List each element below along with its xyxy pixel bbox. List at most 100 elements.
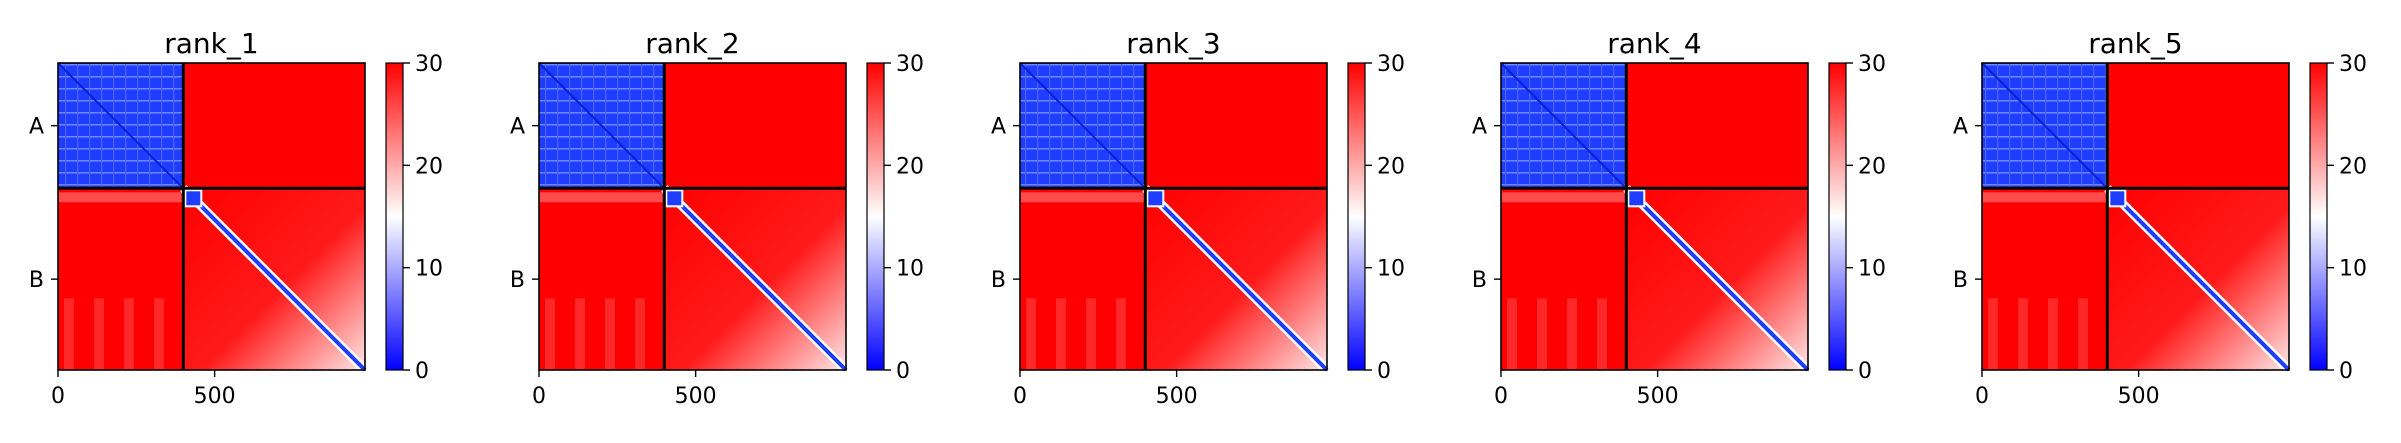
y-tick-label: B <box>29 268 44 293</box>
heatmap-diagonal-A <box>57 62 185 190</box>
axes-frame <box>57 62 366 371</box>
colorbar <box>1828 62 1847 371</box>
heatmap-band <box>1116 298 1126 370</box>
colorbar-tick-label: 30 <box>1858 52 1886 77</box>
x-tick-label: 500 <box>194 384 236 409</box>
colorbar-tick-label: 0 <box>1858 359 1872 384</box>
panel-title: rank_2 <box>645 27 739 60</box>
heatmap-diagonal-start <box>1146 189 1165 208</box>
colorbar-tick-label: 20 <box>1858 154 1886 179</box>
y-tick-label: A <box>510 115 525 140</box>
x-tick-label: 500 <box>675 384 717 409</box>
heatmap-diagonal-start <box>184 189 203 208</box>
heatmap-band <box>2018 298 2028 370</box>
heatmap-band <box>1982 192 2108 203</box>
heatmap-band <box>124 298 134 370</box>
heatmap-band <box>1988 298 1998 370</box>
colorbar <box>385 62 404 371</box>
x-tick-label: 0 <box>1975 384 1989 409</box>
panel-4: rank_4 A B 0 500 0 10 20 30 <box>1472 27 1886 409</box>
heatmap-diagonal-A <box>1500 62 1628 190</box>
colorbar-tick-label: 0 <box>1377 359 1391 384</box>
heatmap-diagonal-start <box>2108 189 2127 208</box>
heatmap-band <box>64 298 74 370</box>
panel-5: rank_5 A B 0 500 0 10 20 30 <box>1953 27 2367 409</box>
y-tick-label: B <box>510 268 525 293</box>
colorbar-tick-label: 0 <box>2339 359 2353 384</box>
panel-2: rank_2 A B 0 500 0 10 20 30 <box>510 27 924 409</box>
heatmap-diagonal-A <box>538 62 666 190</box>
y-tick-label: A <box>1472 115 1487 140</box>
colorbar-tick-label: 20 <box>1377 154 1405 179</box>
panel-title: rank_5 <box>2088 27 2182 60</box>
panel-3: rank_3 A B 0 500 0 10 20 30 <box>991 27 1405 409</box>
colorbar-tick-label: 30 <box>1377 52 1405 77</box>
y-tick-label: A <box>991 115 1006 140</box>
heatmap-band <box>1020 192 1146 203</box>
heatmap-diagonal-start <box>665 189 684 208</box>
colorbar-tick-label: 20 <box>2339 154 2367 179</box>
x-tick-label: 0 <box>532 384 546 409</box>
heatmap-band <box>545 298 555 370</box>
heatmap-band <box>1537 298 1547 370</box>
colorbar-tick-label: 20 <box>896 154 924 179</box>
heatmap-diagonal-B <box>2105 186 2291 372</box>
heatmap-band <box>58 192 184 203</box>
colorbar-tick-label: 0 <box>896 359 910 384</box>
heatmap-diagonal-B <box>1624 186 1810 372</box>
heatmap-band <box>1597 298 1607 370</box>
colorbar-tick-label: 10 <box>1858 257 1886 282</box>
heatmap-band <box>1056 298 1066 370</box>
colorbar-tick-label: 10 <box>896 257 924 282</box>
y-tick-label: A <box>1953 115 1968 140</box>
x-tick-label: 500 <box>1156 384 1198 409</box>
heatmap-band <box>605 298 615 370</box>
panel-title: rank_3 <box>1126 27 1220 60</box>
heatmap-band <box>154 298 164 370</box>
colorbar-tick-label: 30 <box>896 52 924 77</box>
heatmap-band <box>575 298 585 370</box>
colorbar-tick-label: 10 <box>2339 257 2367 282</box>
axes-frame <box>1500 62 1809 371</box>
colorbar-tick-label: 10 <box>1377 257 1405 282</box>
colorbar-tick-label: 0 <box>415 359 429 384</box>
heatmap-band <box>94 298 104 370</box>
heatmap-band <box>539 192 665 203</box>
panel-title: rank_1 <box>164 27 258 60</box>
colorbar-tick-label: 10 <box>415 257 443 282</box>
colorbar-tick-label: 30 <box>2339 52 2367 77</box>
x-tick-label: 500 <box>1637 384 1679 409</box>
heatmap-band <box>1507 298 1517 370</box>
heatmap-diagonal-B <box>662 186 848 372</box>
colorbar-tick-label: 20 <box>415 154 443 179</box>
y-tick-label: B <box>991 268 1006 293</box>
colorbar-tick-label: 30 <box>415 52 443 77</box>
y-tick-label: B <box>1953 268 1968 293</box>
colorbar <box>866 62 885 371</box>
heatmap-band <box>1567 298 1577 370</box>
y-tick-label: A <box>29 115 44 140</box>
heatmap-diagonal-B <box>181 186 367 372</box>
x-tick-label: 0 <box>1013 384 1027 409</box>
x-tick-label: 0 <box>1494 384 1508 409</box>
panel-1: rank_1 A B 0 500 0 10 20 30 <box>29 27 443 409</box>
heatmap-band <box>635 298 645 370</box>
colorbar <box>1347 62 1366 371</box>
colorbar <box>2309 62 2328 371</box>
axes-frame <box>1981 62 2290 371</box>
heatmap-diagonal-A <box>1981 62 2109 190</box>
heatmap-diagonal-A <box>1019 62 1147 190</box>
heatmap-band <box>1026 298 1036 370</box>
heatmap-band <box>1501 192 1627 203</box>
x-tick-label: 0 <box>51 384 65 409</box>
y-tick-label: B <box>1472 268 1487 293</box>
heatmap-band <box>1086 298 1096 370</box>
heatmap-diagonal-start <box>1627 189 1646 208</box>
axes-frame <box>538 62 847 371</box>
heatmap-band <box>2078 298 2088 370</box>
heatmap-band <box>2048 298 2058 370</box>
heatmap-diagonal-B <box>1143 186 1329 372</box>
panel-title: rank_4 <box>1607 27 1701 60</box>
